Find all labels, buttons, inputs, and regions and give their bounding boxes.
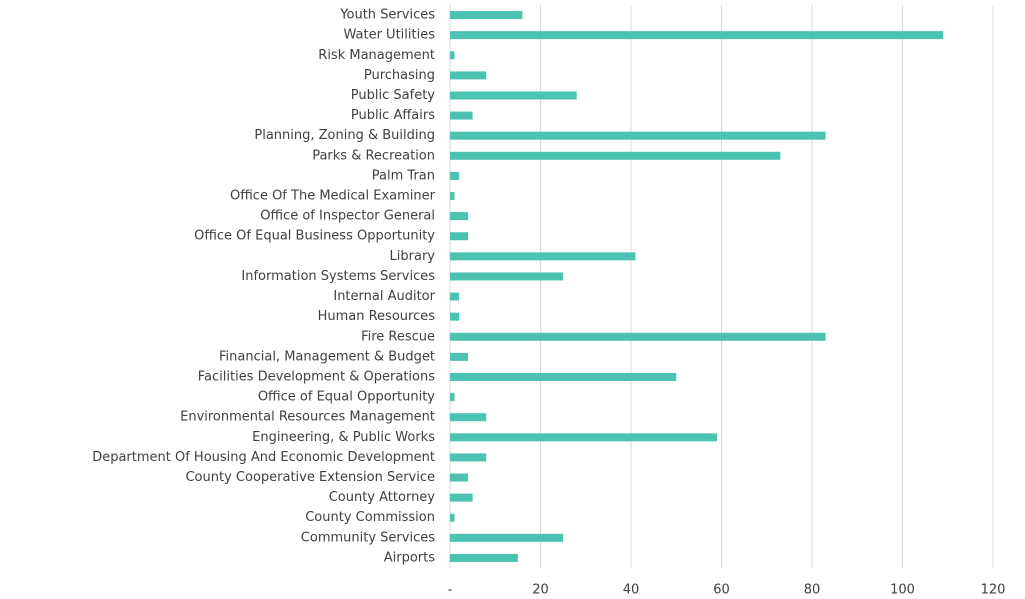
bar [450,292,460,301]
x-tick-label: 20 [532,583,549,598]
x-tick-label: 100 [890,583,915,598]
bar [450,493,473,502]
y-tick-label: Department Of Housing And Economic Devel… [92,450,435,465]
y-tick-label: Facilities Development & Operations [198,369,435,384]
bar [450,553,518,562]
y-tick-label: Information Systems Services [241,269,435,284]
y-tick-label: Fire Rescue [361,329,435,344]
y-tick-label: Human Resources [318,309,436,324]
bar [450,91,577,100]
y-tick-label: Engineering, & Public Works [252,430,435,445]
y-tick-label: Library [390,249,436,264]
y-tick-label: Risk Management [318,48,435,63]
y-tick-label: County Commission [305,510,435,525]
bar [450,413,487,422]
bar [450,171,460,180]
bar [450,393,455,402]
y-tick-label: Office of Equal Opportunity [258,390,435,405]
x-tick-label: 60 [713,583,730,598]
y-tick-label: Office Of Equal Business Opportunity [194,229,435,244]
bar [450,332,826,341]
x-tick-label: - [448,583,453,598]
y-tick-label: Parks & Recreation [312,148,435,163]
bar [450,352,469,361]
y-tick-label: Community Services [301,530,435,545]
bar [450,31,944,40]
y-tick-label: Environmental Resources Management [180,410,435,425]
bar [450,272,564,281]
bar [450,473,469,482]
y-tick-label: County Cooperative Extension Service [185,470,435,485]
x-tick-label: 80 [804,583,821,598]
y-tick-label: Palm Tran [372,168,435,183]
x-tick-label: 120 [981,583,1006,598]
y-tick-label: County Attorney [329,490,436,505]
bar [450,71,487,80]
bar [450,312,460,321]
bar [450,372,677,381]
bar [450,513,455,522]
bar [450,232,469,241]
y-tick-label: Financial, Management & Budget [219,349,435,364]
y-tick-label: Public Affairs [351,108,435,123]
bar [450,533,564,542]
bar [450,111,473,120]
bar [450,252,636,261]
y-tick-label: Water Utilities [344,28,436,43]
y-tick-label: Office Of The Medical Examiner [230,189,436,204]
y-tick-label: Office of Inspector General [260,209,435,224]
bar [450,11,523,20]
y-tick-label: Airports [384,550,435,565]
bar [450,212,469,221]
x-tick-label: 40 [623,583,640,598]
bar [450,192,455,201]
y-tick-label: Public Safety [351,88,435,103]
bar [450,453,487,462]
bar [450,51,455,60]
bar [450,131,826,140]
bar [450,433,717,442]
y-tick-label: Purchasing [364,68,435,83]
y-tick-label: Internal Auditor [333,289,435,304]
y-tick-label: Planning, Zoning & Building [254,128,435,143]
bar [450,151,781,160]
y-tick-label: Youth Services [339,8,435,23]
